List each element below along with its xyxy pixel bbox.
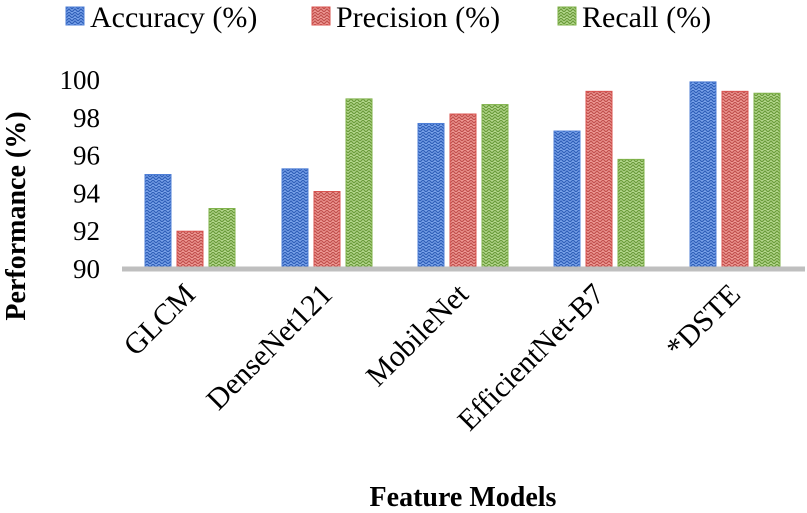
- bar-accuracy-4: [689, 81, 717, 270]
- y-axis-title: Performance (%): [1, 111, 32, 320]
- bar-recall-1: [345, 98, 373, 270]
- category-label: MobileNet: [360, 277, 476, 393]
- legend: Accuracy (%) Precision (%) Recall (%): [65, 1, 711, 34]
- y-tick-label: 94: [73, 178, 101, 208]
- y-tick-label: 98: [73, 103, 100, 133]
- bar-accuracy-0: [144, 174, 172, 270]
- legend-label: Recall (%): [582, 1, 711, 34]
- legend-swatch: [65, 6, 85, 26]
- y-tick-label: 100: [60, 65, 101, 95]
- bar-accuracy-3: [553, 130, 581, 270]
- bar-precision-0: [176, 230, 204, 270]
- bar-precision-2: [449, 113, 477, 270]
- category-label: *DSTE: [660, 278, 747, 365]
- y-axis-ticks: 90 92 94 96 98 100: [60, 65, 101, 284]
- bar-precision-4: [721, 90, 749, 270]
- bars: [144, 81, 781, 270]
- bar-accuracy-2: [417, 122, 445, 270]
- y-tick-label: 96: [73, 141, 100, 171]
- bar-recall-2: [481, 104, 509, 270]
- legend-swatch: [557, 6, 577, 26]
- bar-accuracy-1: [281, 168, 309, 270]
- x-axis-title: Feature Models: [370, 482, 557, 513]
- bar-precision-3: [585, 90, 613, 270]
- bar-recall-4: [753, 92, 781, 270]
- category-label: EfficientNet-B7: [451, 278, 611, 438]
- legend-swatch: [311, 6, 331, 26]
- bar-precision-1: [313, 191, 341, 270]
- bar-recall-0: [208, 208, 236, 270]
- y-tick-label: 90: [73, 254, 100, 284]
- category-label: DenseNet121: [200, 278, 339, 417]
- y-tick-label: 92: [73, 216, 100, 246]
- legend-label: Precision (%): [336, 1, 500, 34]
- category-label: GLCM: [117, 278, 202, 363]
- legend-label: Accuracy (%): [90, 1, 257, 34]
- bar-recall-3: [617, 158, 645, 270]
